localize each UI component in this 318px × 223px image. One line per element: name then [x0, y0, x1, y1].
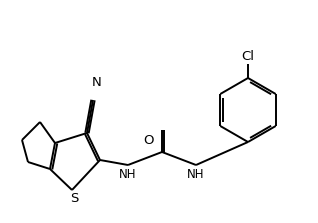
Text: NH: NH	[187, 167, 205, 180]
Text: NH: NH	[119, 167, 137, 180]
Text: S: S	[70, 192, 78, 206]
Text: N: N	[92, 76, 102, 89]
Text: O: O	[143, 134, 154, 147]
Text: Cl: Cl	[241, 50, 254, 64]
